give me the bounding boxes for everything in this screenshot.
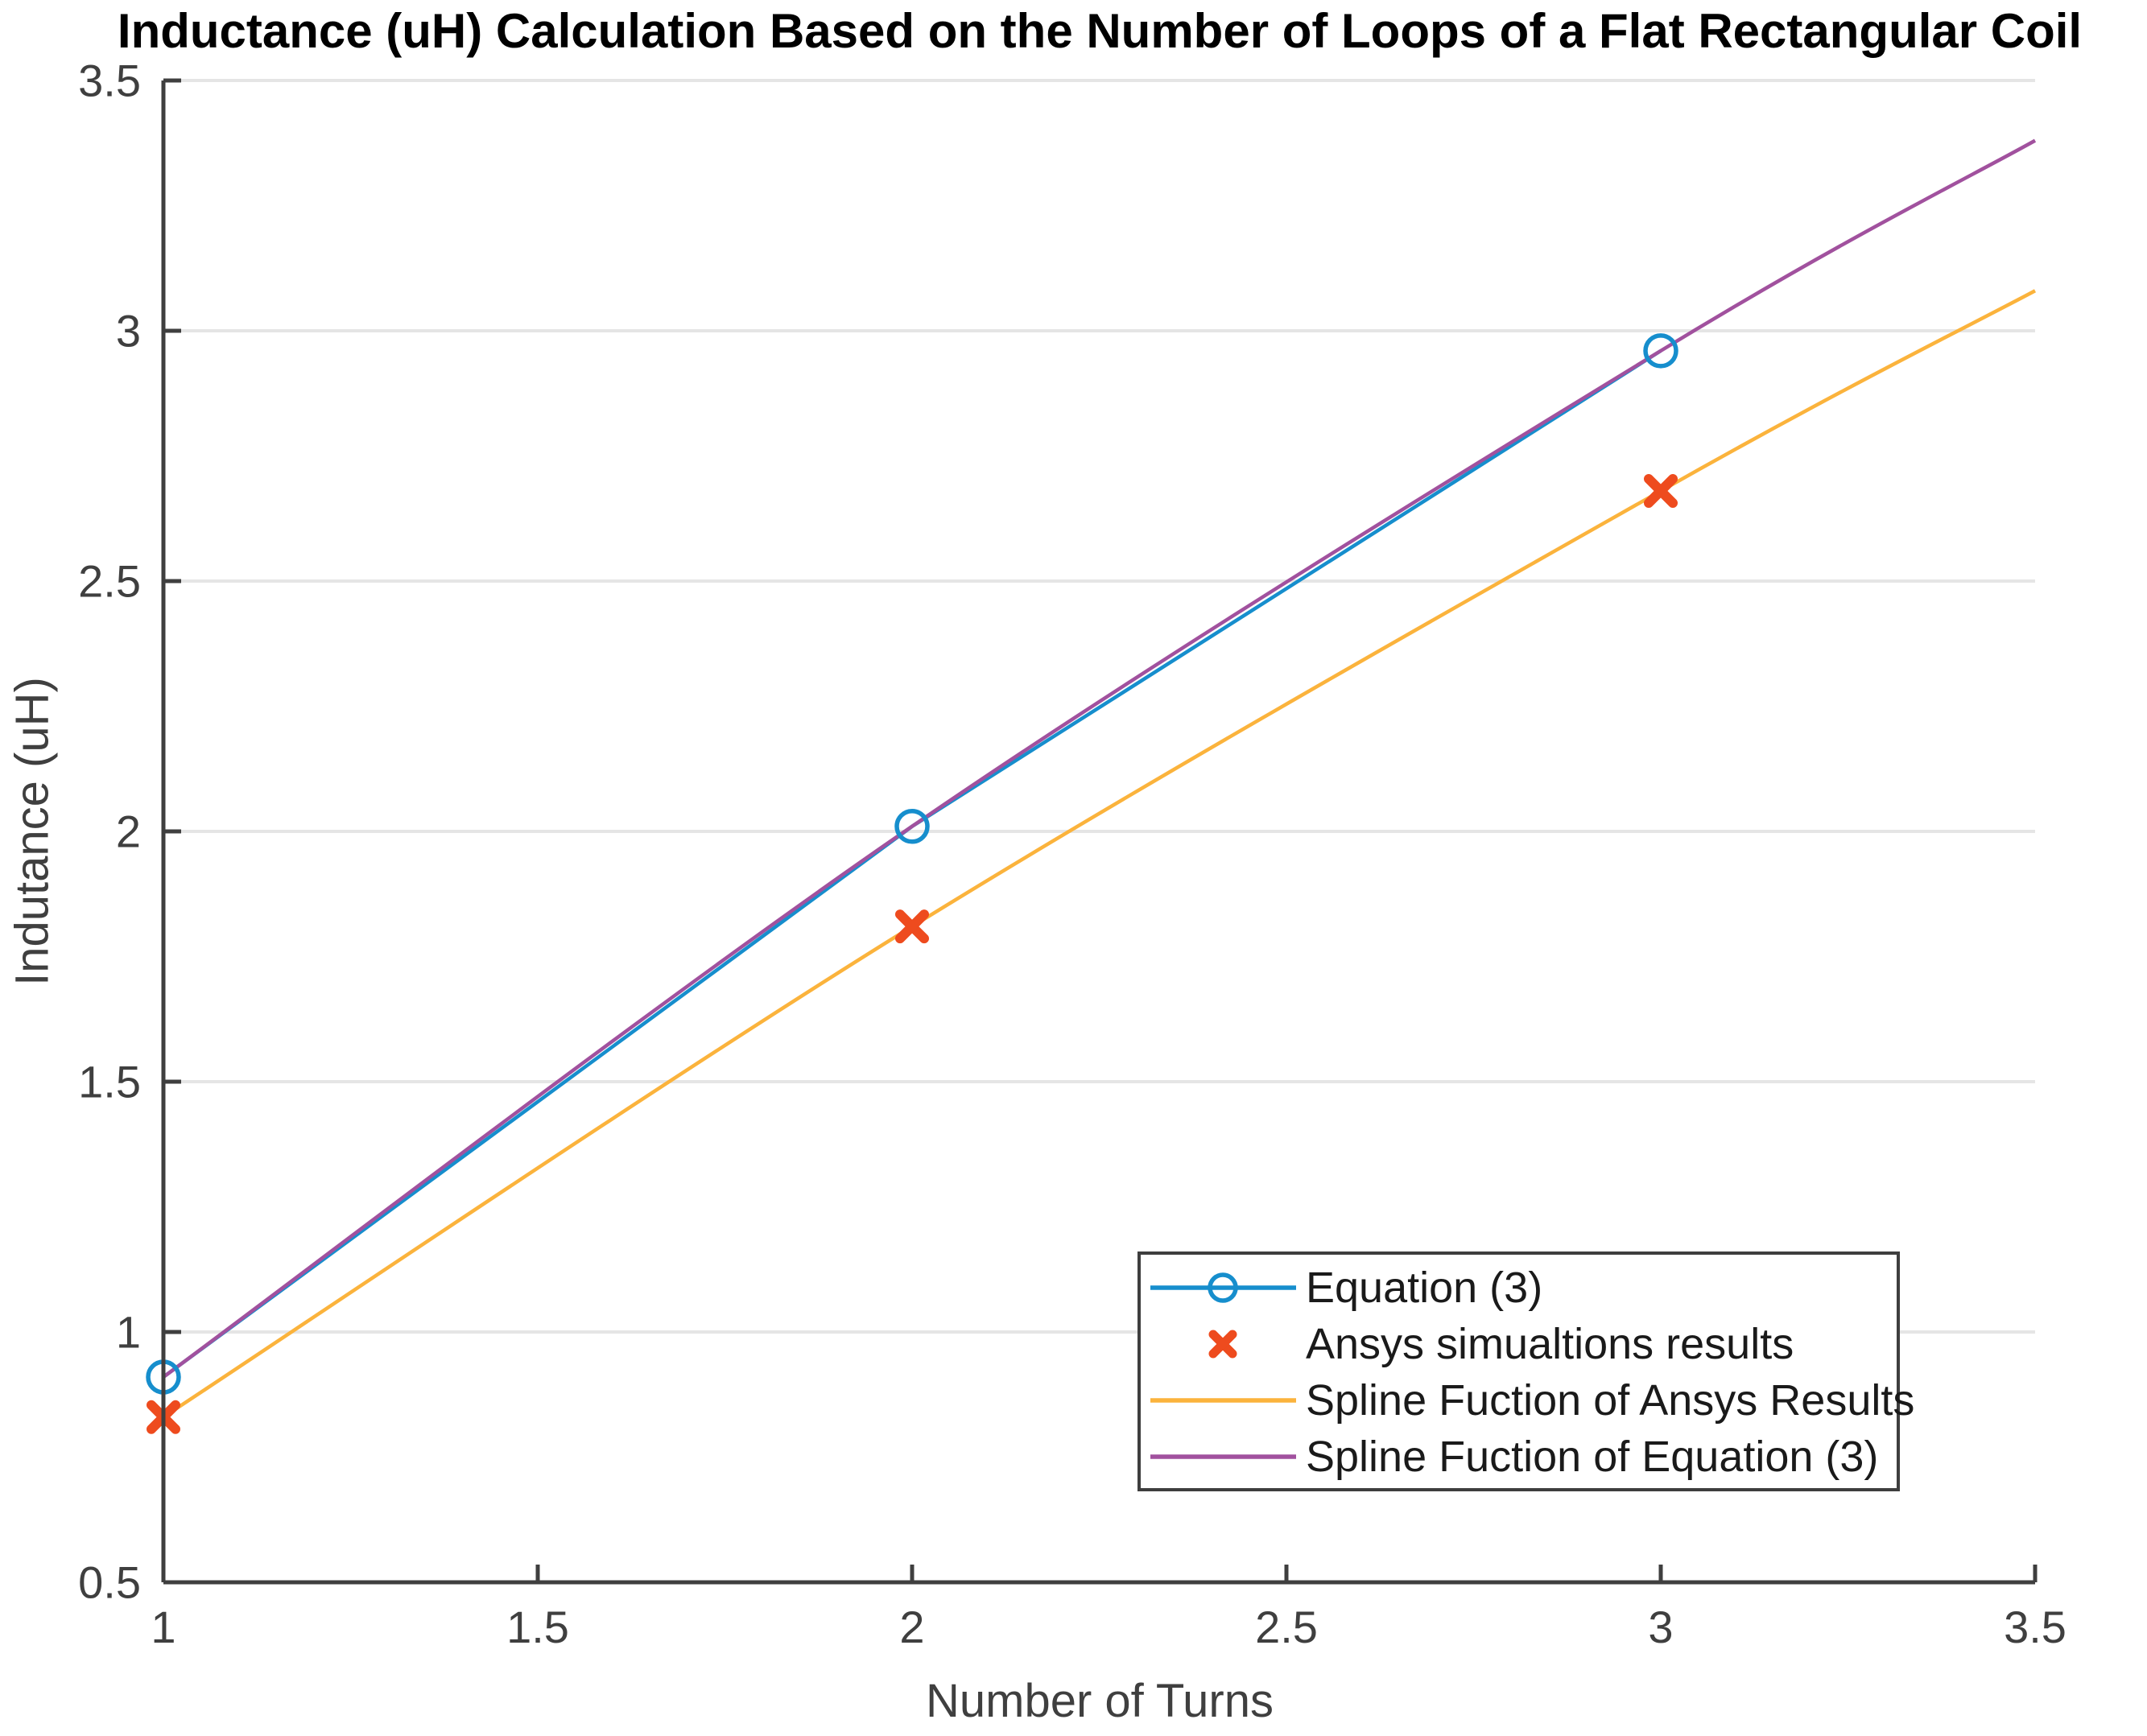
svg-text:2: 2: [116, 806, 141, 857]
svg-text:3: 3: [116, 306, 141, 357]
y-axis-label: Indutance (uH): [6, 677, 59, 986]
svg-text:1.5: 1.5: [78, 1057, 141, 1107]
svg-text:3.5: 3.5: [78, 56, 141, 106]
svg-text:2: 2: [899, 1602, 924, 1652]
svg-text:1: 1: [116, 1307, 141, 1358]
svg-text:3: 3: [1648, 1602, 1673, 1652]
legend-line-icon: [1150, 1454, 1296, 1459]
legend: Equation (3) Ansys simualtions results S…: [1137, 1251, 1914, 1491]
svg-text:3.5: 3.5: [2004, 1602, 2066, 1652]
legend-label-spline-equation: Spline Fuction of Equation (3): [1306, 1433, 1879, 1481]
svg-text:1.5: 1.5: [506, 1602, 569, 1652]
legend-x-marker-icon: [1208, 1330, 1237, 1359]
svg-text:2.5: 2.5: [78, 556, 141, 607]
series-lines: [162, 138, 2037, 1419]
legend-line-circle-icon: [1150, 1272, 1296, 1303]
legend-label-ansys-results: Ansys simualtions results: [1306, 1320, 1794, 1368]
legend-label-equation-3: Equation (3): [1306, 1264, 1543, 1312]
axis-spines: [161, 78, 2038, 1585]
legend-item-spline-ansys: Spline Fuction of Ansys Results: [1141, 1372, 1914, 1429]
chart-title: Inductance (uH) Calculation Based on the…: [117, 4, 2083, 58]
svg-text:1: 1: [151, 1602, 175, 1652]
svg-text:2.5: 2.5: [1255, 1602, 1318, 1652]
x-axis-label: Number of Turns: [926, 1675, 1274, 1727]
x-tick-labels: 1 1.5 2 2.5 3 3.5: [151, 1602, 2066, 1652]
legend-label-spline-ansys: Spline Fuction of Ansys Results: [1306, 1376, 1915, 1425]
legend-item-equation-3: Equation (3): [1141, 1260, 1897, 1316]
legend-item-spline-equation: Spline Fuction of Equation (3): [1141, 1429, 1897, 1485]
y-tick-labels: 0.5 1 1.5 2 2.5 3 3.5: [78, 56, 141, 1608]
svg-text:0.5: 0.5: [78, 1557, 141, 1608]
legend-line-icon: [1150, 1398, 1296, 1403]
legend-item-ansys-results: Ansys simualtions results: [1141, 1316, 1897, 1372]
